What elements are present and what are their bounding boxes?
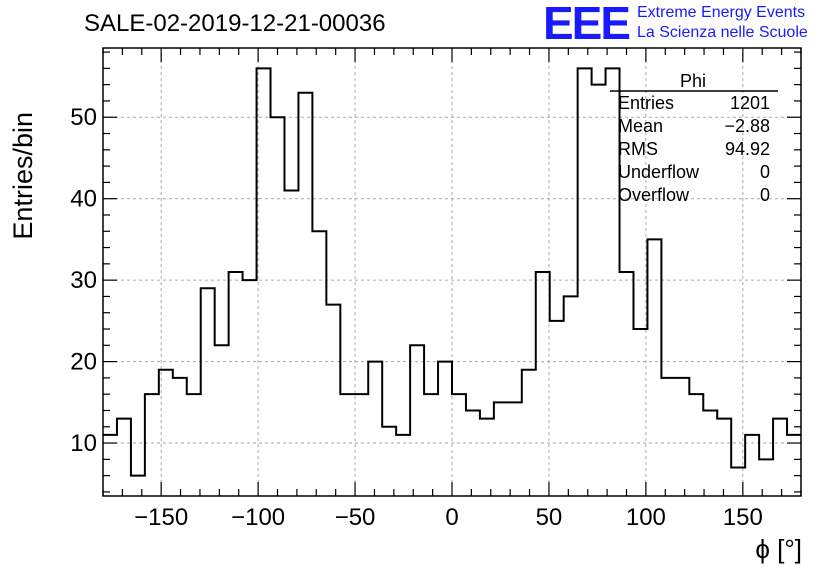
stat-rms-label: RMS	[618, 139, 658, 159]
stat-overflow-value: 0	[759, 185, 770, 205]
x-tick-label: −100	[231, 504, 285, 531]
histogram-bin	[312, 231, 326, 496]
histogram-bin	[438, 362, 452, 496]
y-tick-label: 20	[70, 349, 97, 376]
histogram-bin	[159, 370, 173, 496]
histogram-bin	[745, 435, 759, 496]
x-tick-label: 0	[445, 504, 458, 531]
run-title: SALE-02-2019-12-21-00036	[84, 10, 386, 37]
y-axis-label: Entries/bin	[8, 112, 38, 240]
histogram-bin	[340, 394, 354, 496]
histogram-bin	[326, 305, 340, 496]
histogram-bin	[410, 345, 424, 496]
histogram-bin	[424, 394, 438, 496]
stats-title: Phi	[680, 71, 707, 91]
tick-labels: −150 −100 −50 0 50 100 150 10 20 30 40 50	[70, 104, 763, 531]
histogram-bin	[368, 362, 382, 496]
x-tick-label: −150	[134, 504, 188, 531]
histogram-bin	[382, 427, 396, 496]
histogram-bin	[787, 435, 801, 496]
histogram-bin	[703, 410, 717, 496]
histogram-bin	[173, 378, 187, 496]
histogram-bin	[131, 476, 145, 496]
histogram-bin	[522, 370, 536, 496]
stat-entries-label: Entries	[618, 93, 675, 113]
histogram-bin	[564, 296, 578, 496]
axes-frame	[102, 47, 802, 497]
histogram-bin	[647, 239, 661, 496]
logo-caption-line2: La Scienza nelle Scuole	[637, 24, 808, 41]
histogram-bin	[717, 419, 731, 496]
histogram-bin	[550, 321, 564, 496]
stat-mean-label: Mean	[618, 116, 664, 136]
histogram-bin	[117, 419, 131, 496]
histogram-bin	[298, 93, 312, 496]
stat-underflow-value: 0	[759, 162, 770, 182]
histogram-bin	[536, 272, 550, 496]
x-tick-label: 50	[536, 504, 563, 531]
histogram-bin	[354, 394, 368, 496]
stat-mean-value: −2.88	[724, 116, 770, 136]
histogram-bin	[271, 117, 285, 496]
histogram-bin	[257, 68, 271, 496]
histogram-series	[103, 67, 801, 496]
histogram-bin	[689, 394, 703, 496]
histogram-bin	[396, 435, 410, 496]
histogram-bin	[187, 394, 201, 496]
stat-underflow-label: Underflow	[618, 162, 700, 182]
histogram-outline	[103, 67, 801, 477]
histogram-bin	[620, 272, 634, 496]
x-tick-label: 150	[723, 504, 763, 531]
histogram-bin	[452, 394, 466, 496]
histogram-bin	[633, 329, 647, 496]
histogram-bin	[229, 272, 243, 496]
y-tick-label: 40	[70, 186, 97, 213]
histogram-bin	[284, 191, 298, 496]
logo-caption-line1: Extreme Energy Events	[637, 4, 806, 21]
histogram-bin	[675, 378, 689, 496]
histogram-bin	[201, 288, 215, 496]
histogram-bin	[243, 280, 257, 496]
histogram-bin	[466, 410, 480, 496]
histogram-bin	[508, 402, 522, 496]
histogram-bin	[578, 68, 592, 496]
stat-rms-value: 94.92	[724, 139, 770, 159]
histogram-bin	[480, 419, 494, 496]
histogram-bin	[145, 394, 159, 496]
stat-overflow-label: Overflow	[618, 185, 690, 205]
y-tick-label: 30	[70, 267, 97, 294]
histogram-bin	[103, 435, 117, 496]
histogram-bin	[773, 419, 787, 496]
histogram-bin	[759, 459, 773, 496]
y-tick-label: 10	[70, 430, 97, 457]
histogram-bin	[661, 378, 675, 496]
x-tick-label: −50	[335, 504, 376, 531]
x-tick-label: 100	[626, 504, 666, 531]
y-tick-label: 50	[70, 104, 97, 131]
stat-entries-value: 1201	[729, 93, 770, 113]
x-axis-label: ϕ [°]	[755, 534, 802, 564]
histogram-bin	[592, 85, 606, 496]
eee-logo: EEE	[543, 0, 631, 49]
histogram-bin	[215, 345, 229, 496]
histogram-bin	[494, 402, 508, 496]
